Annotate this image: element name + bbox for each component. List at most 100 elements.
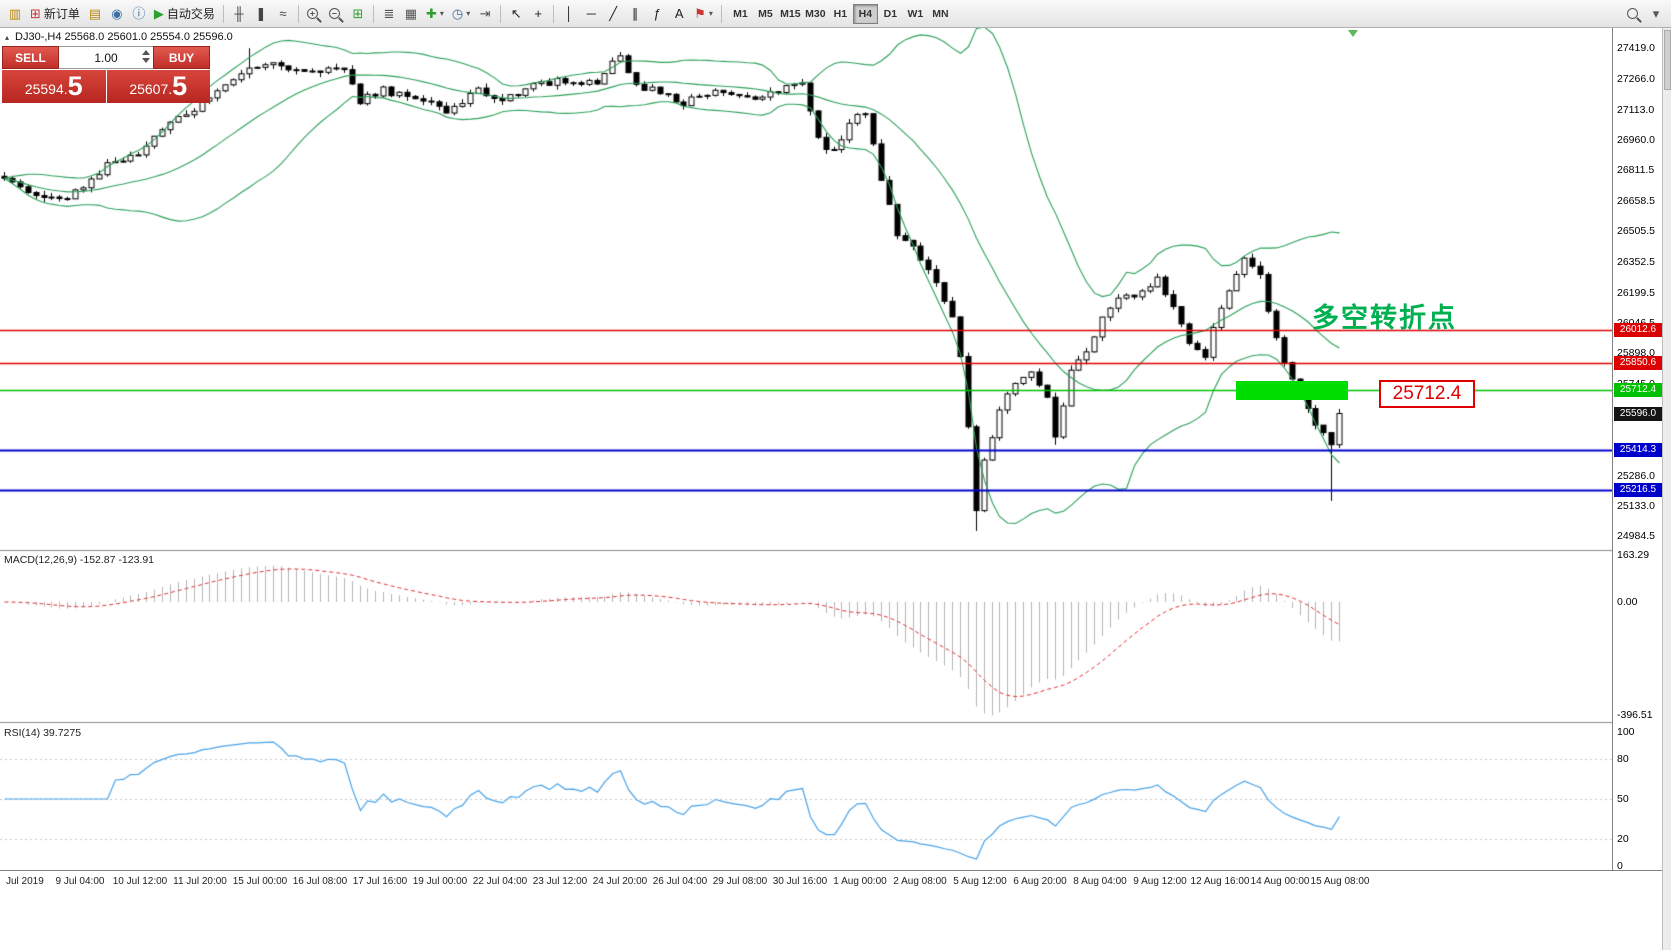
data-window-icon[interactable]: ⓘ xyxy=(128,3,150,25)
symbol-info: ▴ DJ30-,H4 25568.0 25601.0 25554.0 25596… xyxy=(5,31,233,43)
toolbar-options-icon[interactable]: ▾ xyxy=(1645,3,1667,25)
channel-icon: ∥ xyxy=(631,6,639,21)
timeframe-w1-button[interactable]: W1 xyxy=(907,7,924,20)
time-axis-label: 14 Aug 00:00 xyxy=(1250,876,1310,887)
strategy-tester-icon[interactable]: ≣ xyxy=(378,3,400,25)
new-chart-icon[interactable]: ▥ xyxy=(4,3,26,25)
trendline-icon[interactable]: ╱ xyxy=(602,3,624,25)
horizontal-line-icon[interactable]: ─ xyxy=(580,3,602,25)
price-axis: 27419.0 27266.0 27113.0 26960.0 26811.5 26658… xyxy=(1612,28,1662,872)
timeframe-mn-button[interactable]: MN xyxy=(932,7,949,20)
timeframe-m1-button[interactable]: M1 xyxy=(733,7,748,20)
lot-size-input[interactable]: 1.00 xyxy=(59,46,153,69)
ohlc-bars-icon[interactable]: ╫ xyxy=(228,3,250,25)
horizontal-line-icon: ─ xyxy=(586,6,596,21)
timeframe-h1-button[interactable]: H1 xyxy=(833,7,848,20)
line-chart-icon[interactable]: ≈ xyxy=(272,3,294,25)
buy-price[interactable]: 25607. 5 xyxy=(106,70,210,103)
vertical-scrollbar[interactable] xyxy=(1662,28,1671,950)
time-axis-label: 11 Jul 20:00 xyxy=(173,876,227,887)
crosshair-icon[interactable]: + xyxy=(527,3,549,25)
channel-icon[interactable]: ∥ xyxy=(624,3,646,25)
time-axis-label: 30 Jul 16:00 xyxy=(772,876,828,887)
dropdown-caret-icon: ▾ xyxy=(708,9,713,18)
price-axis-tick: 26658.5 xyxy=(1617,194,1655,207)
rsi-axis-tick: 0 xyxy=(1617,860,1623,872)
level-price-badge: 25850.6 xyxy=(1614,355,1662,370)
sell-button[interactable]: SELL xyxy=(2,46,59,69)
templates-icon[interactable]: ▦ xyxy=(400,3,422,25)
crosshair-icon: + xyxy=(534,6,543,21)
strategy-tester-icon: ≣ xyxy=(383,6,395,21)
sell-price[interactable]: 25594. 5 xyxy=(2,70,106,103)
time-axis-label: 6 Aug 20:00 xyxy=(1013,876,1067,887)
highlight-rectangle[interactable] xyxy=(1236,381,1348,400)
zoom-out-icon: − xyxy=(328,8,340,19)
timeframe-d1-button[interactable]: D1 xyxy=(883,7,898,20)
timeframe-bar: M1 M5 M15 M30 H1 H4 D1 W1 MN xyxy=(728,3,953,24)
new-order-button[interactable]: ⊞ 新订单 xyxy=(26,3,84,25)
rsi-axis-tick: 100 xyxy=(1617,726,1635,738)
chart-annotation-text[interactable]: 多空转折点 xyxy=(1312,303,1457,333)
new-order-button-label: 新订单 xyxy=(43,7,80,21)
auto-trading-button[interactable]: ▶ 自动交易 xyxy=(150,3,219,25)
time-axis-label: 26 Jul 04:00 xyxy=(652,876,708,887)
toolbar-separator xyxy=(500,4,502,23)
lot-decrease-icon[interactable] xyxy=(142,58,150,63)
level-price-badge: 26012.6 xyxy=(1614,323,1662,338)
vertical-line-icon: │ xyxy=(565,6,574,21)
time-axis-label: 1 Aug 00:00 xyxy=(833,876,887,887)
timeframe-m15-button[interactable]: M15 xyxy=(780,7,801,20)
candlestick-chart-icon: ❚ xyxy=(255,6,267,21)
buy-price-big-digit: 5 xyxy=(172,71,188,101)
price-axis-tick: 27266.0 xyxy=(1617,72,1655,85)
top-toolbar: ▥ ⊞ 新订单 ▤ ◉ ⓘ ▶ 自动交易 ╫ ❚ ≈ + − ⊞ ≣ ▦ ✚ ▾ ◷ ▾ ⇥ ↖ + │ ─ ╱ ∥ ƒ A ⚑ ▾ M1 M5… xyxy=(0,0,1671,28)
period-icon[interactable]: ◷ ▾ xyxy=(448,3,474,25)
market-watch-icon[interactable]: ◉ xyxy=(106,3,128,25)
zoom-out-icon[interactable]: − xyxy=(325,3,347,25)
lot-spinner xyxy=(142,50,150,63)
one-click-toggle-icon[interactable]: ▴ xyxy=(5,32,10,42)
tile-windows-icon[interactable]: ⊞ xyxy=(347,3,369,25)
zoom-in-icon[interactable]: + xyxy=(303,3,325,25)
fibonacci-icon: ƒ xyxy=(653,6,661,21)
price-axis-tick: 26505.5 xyxy=(1617,225,1655,238)
text-icon[interactable]: A xyxy=(668,3,690,25)
text-icon: A xyxy=(674,6,684,21)
fibonacci-icon[interactable]: ƒ xyxy=(646,3,668,25)
price-axis-tick: 26811.5 xyxy=(1617,163,1655,176)
level-price-badge: 25414.3 xyxy=(1614,442,1662,457)
candlestick-chart-icon[interactable]: ❚ xyxy=(250,3,272,25)
price-axis-tick: 25133.0 xyxy=(1617,500,1655,513)
arrow-objects-icon[interactable]: ⚑ ▾ xyxy=(690,3,717,25)
timeframe-h4-button[interactable]: H4 xyxy=(852,3,878,24)
macd-indicator-label: MACD(12,26,9) -152.87 -123.91 xyxy=(4,554,154,566)
chart-shift-marker-icon[interactable] xyxy=(1348,30,1358,37)
toolbar-separator xyxy=(222,4,224,23)
profiles-icon: ▤ xyxy=(88,6,102,21)
level-price-badge: 25216.5 xyxy=(1614,482,1662,497)
price-callout-label[interactable]: 25712.4 xyxy=(1379,380,1475,408)
search-icon[interactable] xyxy=(1623,3,1645,25)
time-axis-label: 8 Aug 04:00 xyxy=(1073,876,1127,887)
time-axis-label: 24 Jul 20:00 xyxy=(592,876,648,887)
price-chart[interactable] xyxy=(0,28,1612,870)
rsi-axis-tick: 20 xyxy=(1617,833,1629,846)
dropdown-caret-icon: ▾ xyxy=(439,9,444,18)
vertical-line-icon[interactable]: │ xyxy=(558,3,580,25)
cursor-icon[interactable]: ↖ xyxy=(505,3,527,25)
buy-button[interactable]: BUY xyxy=(153,46,210,69)
symbol-ohlc-text: DJ30-,H4 25568.0 25601.0 25554.0 25596.0 xyxy=(15,31,233,43)
toolbar-options-icon: ▾ xyxy=(1652,6,1660,21)
macd-axis-tick: 163.29 xyxy=(1617,549,1650,562)
profiles-icon[interactable]: ▤ xyxy=(84,3,106,25)
scrollbar-thumb[interactable] xyxy=(1664,30,1671,90)
indicators-icon[interactable]: ✚ ▾ xyxy=(422,3,448,25)
lot-increase-icon[interactable] xyxy=(142,50,150,55)
timeframe-m5-button[interactable]: M5 xyxy=(758,7,773,20)
chart-shift-icon[interactable]: ⇥ xyxy=(474,3,496,25)
time-axis-label: 16 Jul 08:00 xyxy=(292,876,348,887)
macd-axis-tick: -396.51 xyxy=(1617,709,1653,722)
timeframe-m30-button[interactable]: M30 xyxy=(805,7,826,20)
sell-price-main: 25594. xyxy=(24,81,68,97)
